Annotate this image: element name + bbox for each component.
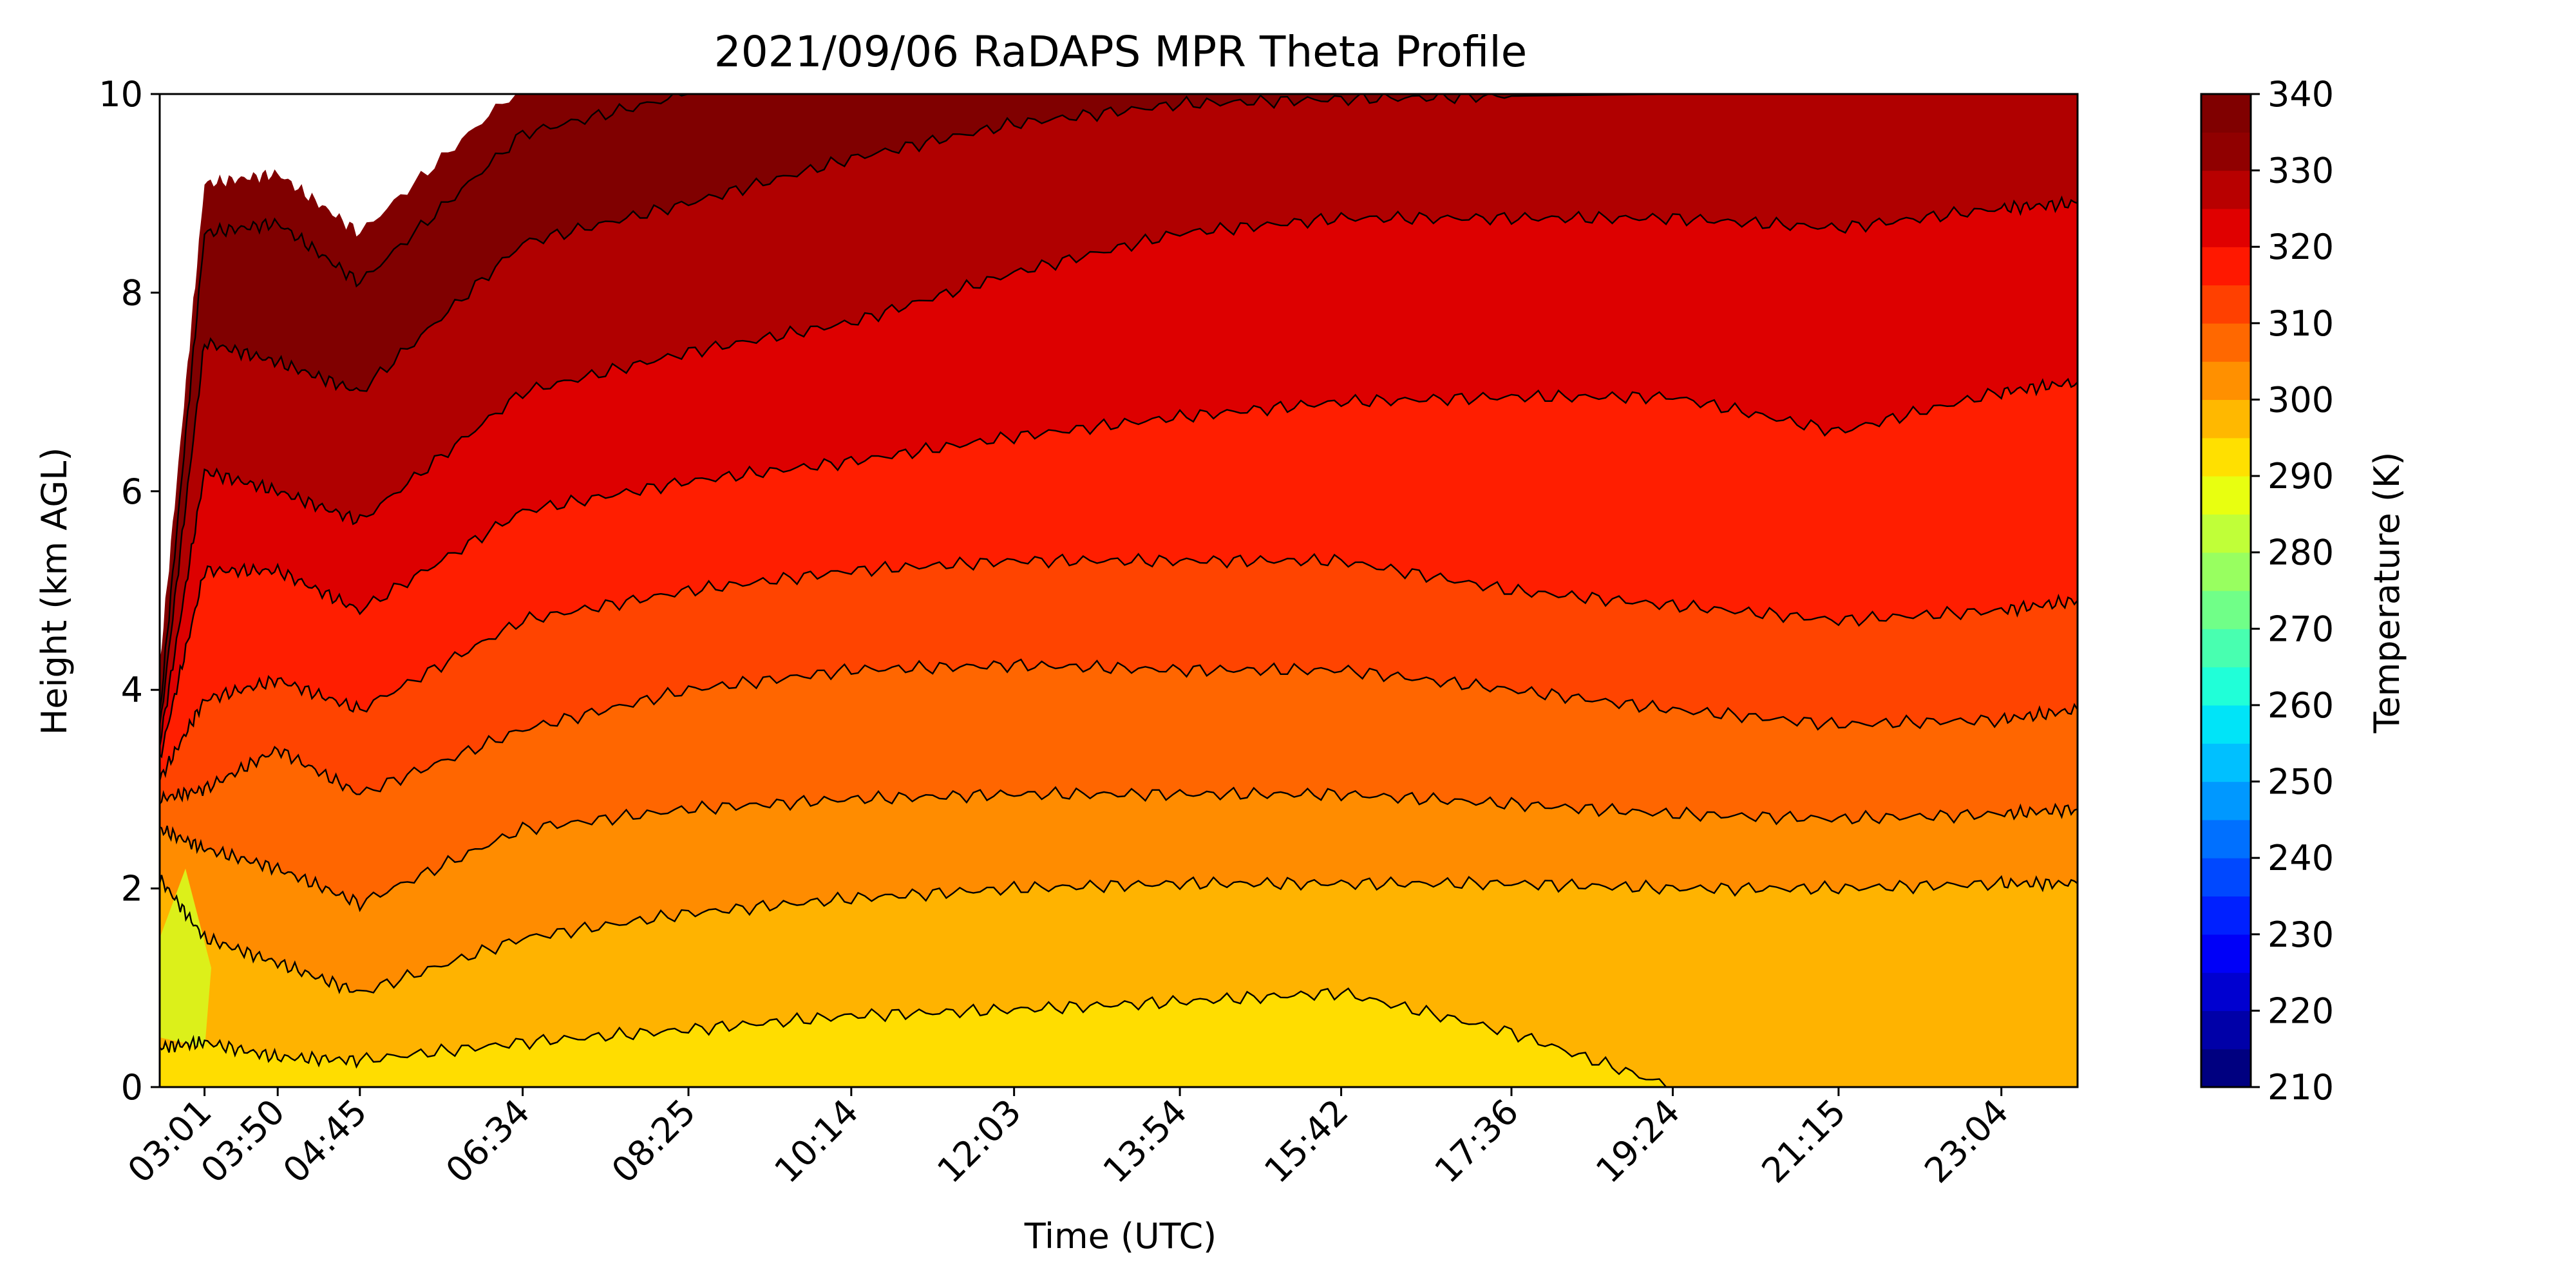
x-tick-label: 21:15 [1754,1092,1854,1191]
band-330-335 [160,94,2078,747]
x-tick-label: 13:54 [1095,1092,1195,1191]
colorbar-segment [2201,781,2251,820]
y-axis-label: Height (km AGL) [34,448,75,735]
x-tick-label: 10:14 [766,1092,866,1191]
contour-line-335 [160,94,2078,712]
colorbar-segment [2201,743,2251,782]
colorbar-frame [2200,93,2252,1088]
colorbar-segment [2201,323,2251,362]
colorbar-segment [2201,437,2251,477]
colorbar-segment [2201,208,2251,247]
colorbar-segment [2201,476,2251,515]
y-tick-label: 8 [121,272,143,313]
plot-area [158,93,2079,1088]
contour-line-300 [160,875,2078,994]
colorbar-segment [2201,361,2251,401]
plot-frame [158,93,2079,1088]
y-tick-label: 2 [121,869,143,909]
x-tick-label: 15:42 [1256,1092,1356,1191]
contour-line-305 [160,786,2078,913]
colorbar-label: Temperature (K) [2367,452,2407,734]
colorbar-tick-label: 240 [2268,838,2334,878]
x-tick-label: 12:03 [929,1092,1029,1191]
colorbar-segment [2201,972,2251,1011]
colorbar-segment [2201,132,2251,171]
colorbar-segment [2201,934,2251,973]
colorbar-segment [2201,1010,2251,1050]
contour-line-295 [160,987,2078,1087]
contour-line-325 [160,195,2078,747]
colorbar-tick-label: 280 [2268,533,2334,573]
contour-line-320 [160,377,2078,759]
y-tick-label: 0 [121,1067,143,1108]
colorbar-segment [2201,285,2251,324]
colorbar-tick-label: 250 [2268,762,2334,802]
contour-line-330 [160,94,2078,726]
colorbar-segment [2201,514,2251,553]
x-axis-label: Time (UTC) [1024,1216,1217,1256]
x-tick-label: 23:04 [1917,1092,2016,1191]
band-290-295 [160,868,211,1048]
colorbar-segment [2201,170,2251,209]
colorbar-tick-label: 320 [2268,227,2334,267]
colorbar-segment [2201,552,2251,591]
colorbar-segment [2201,399,2251,439]
colorbar-tick-label: 220 [2268,990,2334,1031]
y-tick-label: 4 [121,670,143,710]
colorbar-tick-label: 330 [2268,151,2334,191]
x-tick-label: 17:36 [1427,1092,1527,1191]
y-tick-label: 6 [121,471,143,512]
colorbar-segment [2201,247,2251,286]
colorbar-tick-label: 300 [2268,379,2334,420]
colorbar-segment [2201,1048,2251,1088]
colorbar: 210 220 230 240 250 260 270 280 290 300 310 320 330 3… [2200,74,2334,1108]
colorbar-segment [2201,591,2251,629]
colorbar-tick-label: 210 [2268,1067,2334,1108]
missing-data-region [160,94,668,662]
contour-line-315 [160,553,2078,782]
y-axis: 0 2 4 6 8 10 [99,74,160,1108]
colorbar-tick-label: 270 [2268,609,2334,649]
colorbar-segment [2201,858,2251,897]
x-tick-label: 08:25 [604,1092,704,1191]
colorbar-tick-label: 340 [2268,74,2334,115]
colorbar-segment [2201,705,2251,744]
colorbar-segment [2201,819,2251,858]
y-tick-label: 10 [99,74,143,115]
x-tick-label: 04:45 [275,1092,375,1191]
colorbar-segment [2201,667,2251,706]
colorbar-segment [2201,94,2251,133]
colorbar-tick-label: 230 [2268,914,2334,955]
colorbar-segment [2201,896,2251,935]
colorbar-tick-label: 310 [2268,303,2334,344]
colorbar-tick-label: 290 [2268,456,2334,497]
colorbar-tick-label: 260 [2268,685,2334,726]
x-tick-label: 03:50 [193,1092,293,1191]
contour-line-310 [160,658,2078,805]
colorbar-segment [2201,629,2251,668]
chart-title: 2021/09/06 RaDAPS MPR Theta Profile [714,27,1528,77]
x-tick-label: 06:34 [438,1092,538,1191]
x-tick-label: 19:24 [1588,1092,1688,1191]
